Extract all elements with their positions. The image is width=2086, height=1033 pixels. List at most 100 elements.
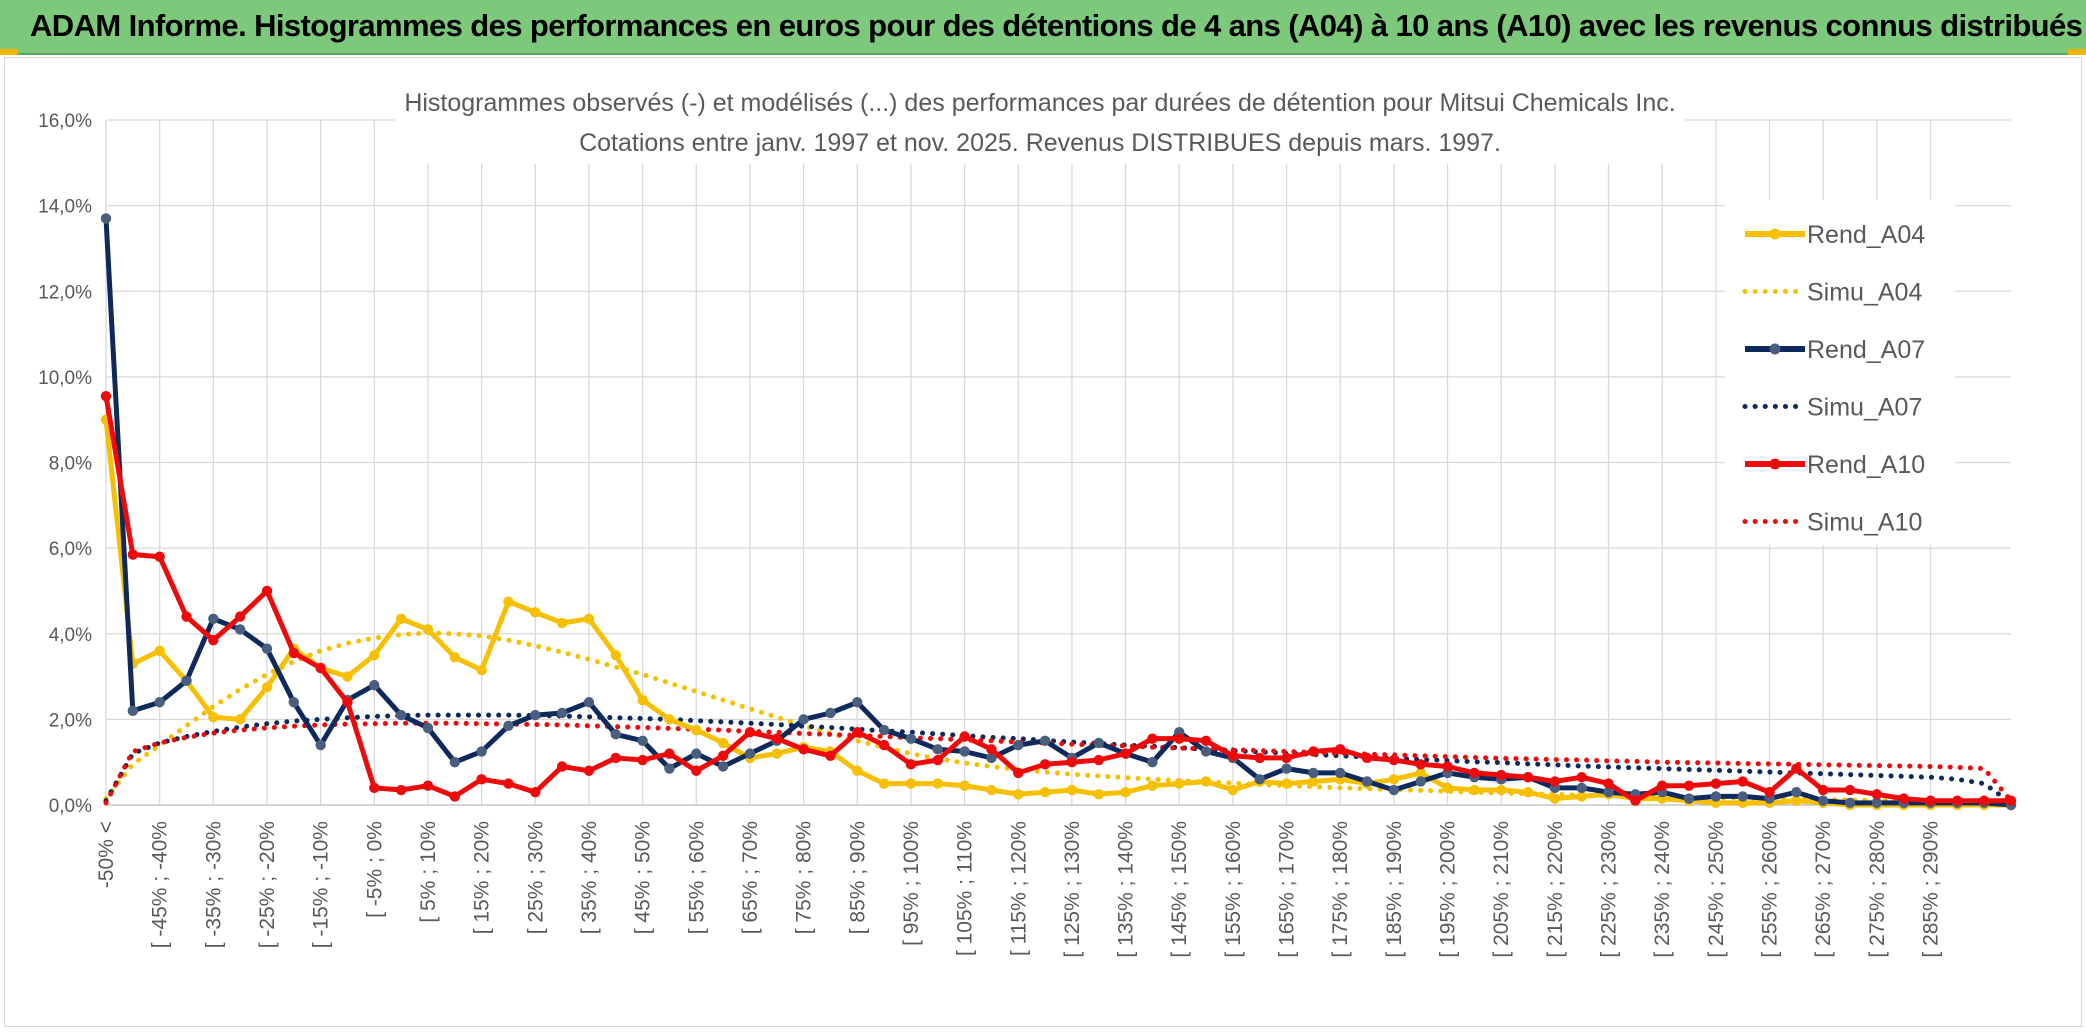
data-point <box>1308 767 1319 779</box>
data-point <box>986 752 997 764</box>
data-point <box>1898 793 1909 804</box>
data-point <box>583 697 595 708</box>
data-point <box>1013 767 1024 779</box>
data-point <box>127 705 139 717</box>
data-point <box>127 549 139 560</box>
x-tick-label: [ 115% ; 120% <box>1007 821 1030 956</box>
data-point <box>422 624 434 635</box>
data-point <box>503 596 514 607</box>
data-point <box>1630 795 1641 806</box>
data-point <box>717 761 729 772</box>
data-point <box>1442 782 1453 794</box>
data-point <box>261 682 273 693</box>
data-point <box>852 727 863 738</box>
data-point <box>852 765 863 776</box>
data-point <box>1415 776 1426 787</box>
data-point <box>208 712 219 723</box>
x-tick-label: [ -25% ; -20% <box>256 821 279 948</box>
data-point <box>1603 778 1614 789</box>
data-point <box>1469 767 1480 779</box>
data-point <box>154 697 165 708</box>
data-point <box>369 649 380 661</box>
data-point <box>1791 786 1802 798</box>
data-point <box>1013 789 1024 800</box>
data-point <box>449 652 461 663</box>
data-point <box>288 647 300 659</box>
data-point <box>1549 793 1561 804</box>
data-point <box>154 551 165 562</box>
data-point <box>261 585 273 597</box>
data-point <box>1227 784 1239 796</box>
legend-item-simu-a07: Simu_A07 <box>1742 394 1922 422</box>
data-point <box>476 664 487 676</box>
data-point <box>422 780 434 791</box>
banner-corner-left <box>0 49 18 55</box>
data-point <box>905 733 917 744</box>
data-point <box>664 714 675 725</box>
y-tick-label: 4,0% <box>49 625 92 646</box>
data-point <box>395 784 407 796</box>
data-point <box>1656 780 1668 791</box>
data-point <box>2005 795 2017 806</box>
data-point <box>959 780 970 791</box>
x-tick-label: [ 45% ; 50% <box>632 821 655 934</box>
data-point <box>208 634 219 646</box>
legend-label: Rend_A04 <box>1807 221 1925 249</box>
legend-item-rend-a10: Rend_A10 <box>1745 451 1925 479</box>
x-tick-label: [ 225% ; 230% <box>1598 821 1621 958</box>
data-point <box>1415 759 1426 770</box>
data-point <box>1093 737 1104 749</box>
data-point <box>1200 776 1212 787</box>
data-point <box>315 739 326 751</box>
chart-frame <box>4 57 2082 1027</box>
data-point <box>1442 761 1453 772</box>
x-tick-label: [ -35% ; -30% <box>202 821 225 948</box>
y-tick-label: 2,0% <box>49 710 92 731</box>
x-tick-label: [ 245% ; 250% <box>1705 821 1728 958</box>
data-point <box>1844 784 1856 796</box>
data-point <box>878 724 890 736</box>
data-point <box>1388 754 1400 766</box>
data-point <box>1147 780 1158 791</box>
data-point <box>905 778 917 789</box>
data-point <box>744 748 756 759</box>
data-point <box>208 613 219 624</box>
x-tick-label: [ 265% ; 270% <box>1812 821 1835 958</box>
legend-item-rend-a04: Rend_A04 <box>1745 221 1925 249</box>
legend-label: Simu_A07 <box>1807 394 1922 422</box>
data-point <box>878 739 890 751</box>
x-tick-label: [ 155% ; 160% <box>1222 821 1245 958</box>
data-point <box>1174 733 1185 744</box>
legend-marker <box>1769 458 1781 470</box>
chart-subtitle: Cotations entre janv. 1997 et nov. 2025.… <box>579 129 1501 157</box>
legend-label: Simu_A04 <box>1807 279 1922 307</box>
data-point <box>1496 784 1507 796</box>
data-point <box>530 709 541 721</box>
data-point <box>556 617 568 629</box>
report-title: ADAM Informe. Histogrammes des performan… <box>30 8 2083 43</box>
data-point <box>181 611 192 622</box>
data-point <box>288 697 300 708</box>
data-point <box>771 748 782 759</box>
data-point <box>691 748 702 759</box>
y-tick-label: 8,0% <box>49 454 92 475</box>
x-tick-label: [ 255% ; 260% <box>1759 821 1782 958</box>
x-tick-label: [ 5% ; 10% <box>417 821 440 923</box>
legend-label: Rend_A07 <box>1807 336 1925 364</box>
data-point <box>1120 748 1131 759</box>
report-banner: ADAM Informe. Histogrammes des performan… <box>0 0 2086 55</box>
data-point <box>878 778 890 789</box>
x-tick-label: [ 75% ; 80% <box>793 821 816 934</box>
data-point <box>825 750 836 761</box>
data-point <box>1978 795 1990 806</box>
x-tick-label: [ 15% ; 20% <box>471 821 494 934</box>
data-point <box>610 729 621 740</box>
data-point <box>1174 778 1185 789</box>
data-point <box>771 733 782 744</box>
data-point <box>503 720 514 731</box>
data-point <box>1281 778 1292 789</box>
data-point <box>1066 784 1078 796</box>
data-point <box>1791 795 1802 806</box>
chart-title: Histogrammes observés (-) et modélisés (… <box>404 89 1675 117</box>
data-point <box>422 722 434 734</box>
